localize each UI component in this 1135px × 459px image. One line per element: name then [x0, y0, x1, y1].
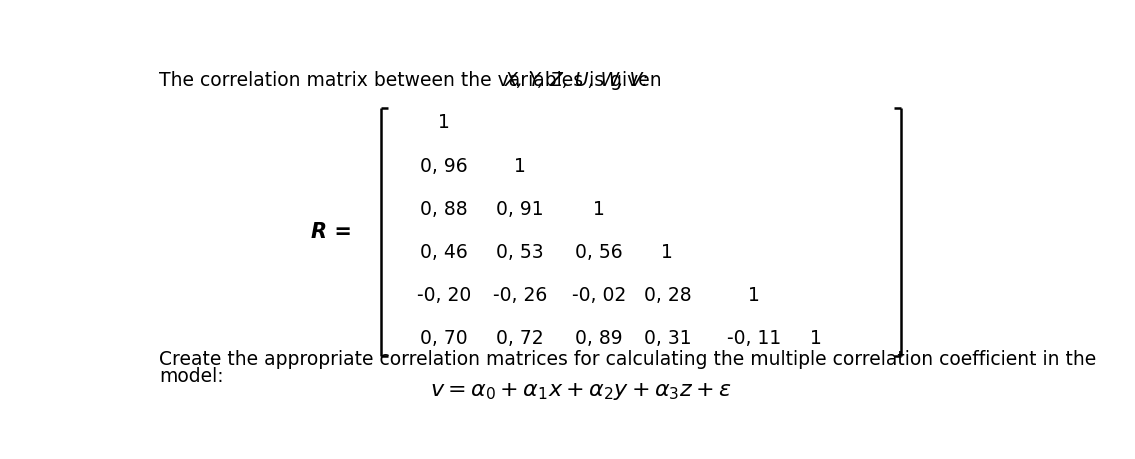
- Text: 1: 1: [748, 285, 760, 304]
- Text: 0, 28: 0, 28: [644, 285, 691, 304]
- Text: 0, 96: 0, 96: [420, 156, 468, 175]
- Text: -0, 11: -0, 11: [728, 328, 781, 347]
- Text: X, Y, Z, U, W, V:: X, Y, Z, U, W, V:: [505, 70, 649, 90]
- Text: 1: 1: [594, 199, 605, 218]
- Text: 1: 1: [662, 242, 673, 261]
- Text: 1: 1: [514, 156, 526, 175]
- Text: R =: R =: [311, 222, 352, 242]
- Text: 0, 56: 0, 56: [575, 242, 623, 261]
- Text: -0, 26: -0, 26: [493, 285, 547, 304]
- Text: 0, 70: 0, 70: [420, 328, 468, 347]
- Text: $v = \alpha_0 + \alpha_1 x + \alpha_2 y + \alpha_3 z + \varepsilon$: $v = \alpha_0 + \alpha_1 x + \alpha_2 y …: [430, 380, 732, 401]
- Text: 0, 89: 0, 89: [575, 328, 623, 347]
- Text: 0, 88: 0, 88: [420, 199, 468, 218]
- Text: Create the appropriate correlation matrices for calculating the multiple correla: Create the appropriate correlation matri…: [159, 350, 1096, 369]
- Text: model:: model:: [159, 366, 224, 386]
- Text: 0, 46: 0, 46: [420, 242, 468, 261]
- Text: 0, 53: 0, 53: [496, 242, 544, 261]
- Text: -0, 20: -0, 20: [417, 285, 471, 304]
- Text: 0, 72: 0, 72: [496, 328, 544, 347]
- Text: -0, 02: -0, 02: [572, 285, 627, 304]
- Text: 1: 1: [810, 328, 822, 347]
- Text: The correlation matrix between the variables is given: The correlation matrix between the varia…: [159, 70, 673, 90]
- Text: 1: 1: [438, 113, 451, 132]
- Text: 0, 31: 0, 31: [644, 328, 691, 347]
- Text: 0, 91: 0, 91: [496, 199, 544, 218]
